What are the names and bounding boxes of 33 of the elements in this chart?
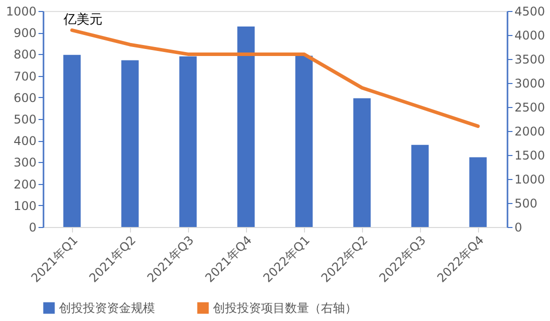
legend-label: 创投投资资金规模: [59, 301, 155, 315]
y-axis-title: 亿美元: [62, 12, 102, 28]
y-tick-label: 400: [14, 134, 36, 148]
bar: [237, 26, 255, 227]
y2-tick-label: 500: [514, 196, 538, 210]
y2-tick-label: 1000: [514, 172, 546, 186]
y-tick-label: 300: [14, 156, 36, 170]
y-tick-label: 200: [14, 177, 36, 192]
y2-tick-label: 3500: [514, 52, 546, 66]
y2-tick-label: 2500: [514, 100, 546, 114]
bar: [353, 98, 371, 227]
y-tick-label: 800: [14, 48, 36, 62]
bar: [121, 60, 139, 227]
y2-tick-label: 0: [514, 220, 522, 234]
y-tick-label: 700: [14, 69, 36, 84]
bar: [179, 56, 197, 227]
y-tick-label: 1000: [6, 4, 36, 18]
bar: [469, 157, 487, 227]
y-tick-label: 0: [28, 220, 36, 234]
y-tick-label: 600: [14, 90, 36, 105]
y2-tick-label: 4000: [514, 28, 546, 42]
y2-tick-label: 1500: [514, 148, 546, 162]
y-tick-label: 100: [14, 198, 36, 213]
bar: [295, 56, 313, 227]
y2-tick-label: 3000: [514, 76, 546, 90]
bar: [63, 54, 81, 227]
y2-tick-label: 2000: [514, 124, 546, 138]
y-tick-label: 500: [14, 112, 36, 126]
legend-label: 创投投资项目数量（右轴）: [213, 301, 357, 315]
y-tick-label: 900: [14, 26, 36, 40]
bar: [411, 144, 429, 227]
y2-tick-label: 4500: [514, 4, 546, 18]
line-series: [70, 28, 480, 128]
